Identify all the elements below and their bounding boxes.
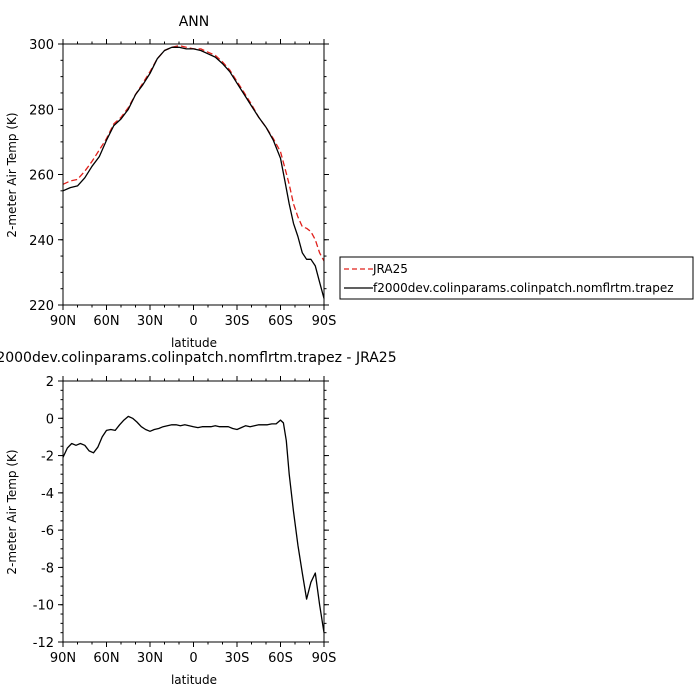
top-y-tick-label: 280 xyxy=(29,103,54,118)
top-series-line-0 xyxy=(62,44,325,262)
top-x-tick-label: 0 xyxy=(189,314,197,329)
bottom-x-tick-label: 60S xyxy=(268,651,293,666)
bottom-x-tick-label: 60N xyxy=(93,651,119,666)
top-x-axis-label: latitude xyxy=(171,336,217,350)
top-panel-title: ANN xyxy=(179,14,210,30)
legend: JRA25 f2000dev.colinparams.colinpatch.no… xyxy=(339,256,694,300)
bottom-x-tick-label: 90N xyxy=(50,651,76,666)
bottom-x-tick-label: 30S xyxy=(225,651,250,666)
bottom-x-axis-label: latitude xyxy=(171,673,217,687)
bottom-panel: f2000dev.colinparams.colinpatch.nomflrtm… xyxy=(0,350,397,687)
top-plot xyxy=(62,44,325,299)
bottom-y-tick-label: -4 xyxy=(41,487,54,502)
top-y-tick-label: 240 xyxy=(29,234,54,249)
top-x-axis: 90N 60N 30N 0 30S 60S 90S xyxy=(50,39,337,329)
top-x-tick-label: 90S xyxy=(312,314,337,329)
top-plot-frame xyxy=(62,43,325,306)
bottom-y-tick-label: -2 xyxy=(41,450,54,465)
top-y-tick-label: 220 xyxy=(29,299,54,314)
bottom-x-tick-label: 30N xyxy=(137,651,163,666)
bottom-x-tick-label: 0 xyxy=(189,651,197,666)
top-y-tick-label: 300 xyxy=(29,38,54,53)
bottom-y-tick-label: 2 xyxy=(46,375,54,390)
top-x-tick-label: 30N xyxy=(137,314,163,329)
legend-label-model: f2000dev.colinparams.colinpatch.nomflrtm… xyxy=(373,281,674,295)
bottom-x-axis: 90N 60N 30N 0 30S 60S 90S xyxy=(50,376,337,666)
top-y-axis-label: 2-meter Air Temp (K) xyxy=(5,112,19,237)
bottom-x-tick-label: 90S xyxy=(312,651,337,666)
top-x-tick-label: 90N xyxy=(50,314,76,329)
bottom-y-tick-label: -6 xyxy=(41,524,54,539)
top-y-tick-label: 260 xyxy=(29,169,54,184)
bottom-y-tick-label: -8 xyxy=(41,561,54,576)
top-y-axis: 220 240 260 280 300 xyxy=(29,38,329,314)
bottom-y-tick-label: -10 xyxy=(33,599,54,614)
legend-label-jra25: JRA25 xyxy=(372,262,408,276)
bottom-plot xyxy=(62,415,325,633)
bottom-y-tick-label: 0 xyxy=(46,412,54,427)
top-x-tick-label: 60N xyxy=(93,314,119,329)
bottom-y-axis-label: 2-meter Air Temp (K) xyxy=(5,449,19,574)
bottom-y-tick-label: -12 xyxy=(33,636,54,651)
top-x-tick-label: 60S xyxy=(268,314,293,329)
bottom-y-axis: 2 0 -2 -4 -6 -8 -10 -12 xyxy=(33,375,329,651)
bottom-series-line-0 xyxy=(62,415,325,633)
top-series-line-1 xyxy=(62,46,325,299)
bottom-plot-frame xyxy=(62,380,325,643)
top-x-tick-label: 30S xyxy=(225,314,250,329)
legend-box xyxy=(339,256,694,300)
bottom-panel-title: f2000dev.colinparams.colinpatch.nomflrtm… xyxy=(0,350,397,366)
